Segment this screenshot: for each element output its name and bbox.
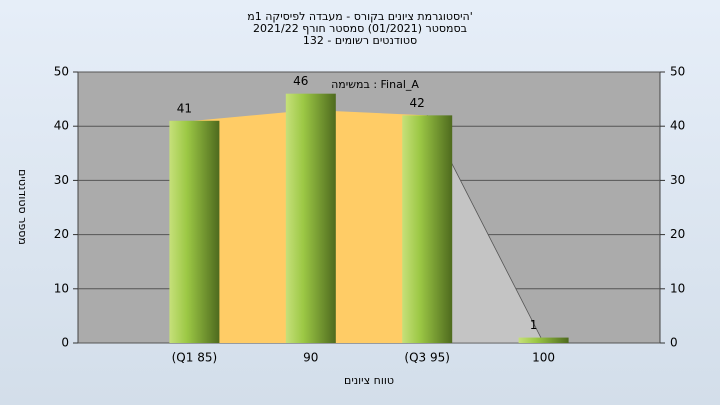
x-tick-label: 100 [532, 351, 555, 365]
x-axis-label: טווח ציונים [344, 374, 394, 387]
y-tick-label: 10 [54, 281, 69, 295]
y2-tick-label: 0 [670, 336, 678, 350]
y2-tick-label: 20 [670, 227, 685, 241]
y-tick-label: 50 [54, 65, 69, 79]
y2-tick-label: 30 [670, 173, 685, 187]
bar [169, 120, 220, 343]
bar [402, 115, 453, 343]
data-label: 41 [177, 101, 192, 115]
y2-tick-label: 50 [670, 65, 685, 79]
y2-tick-label: 10 [670, 281, 685, 295]
y-tick-label: 30 [54, 173, 69, 187]
y-tick-label: 20 [54, 227, 69, 241]
y2-tick-label: 40 [670, 119, 685, 133]
y-tick-label: 40 [54, 119, 69, 133]
x-tick-label: (Q3 95) [404, 351, 450, 365]
data-label: 46 [293, 74, 308, 88]
chart-title: בסמסטר (01/2021) סמסטר חורף 2021/22 [253, 22, 467, 35]
bar [518, 337, 569, 343]
chart-title: סטודנטים רשומים - 132 [303, 34, 417, 47]
y-axis-label: מספר סטודנטים [16, 169, 29, 245]
x-tick-label: 90 [303, 351, 318, 365]
data-label: 42 [410, 96, 425, 110]
bar [285, 93, 336, 344]
x-tick-label: (Q1 85) [172, 351, 218, 365]
data-label: 1 [530, 318, 538, 332]
annotation: במשימה : Final_A [331, 78, 419, 91]
y-tick-label: 0 [61, 336, 69, 350]
chart-title: 'היסטוגרמת ציונים בקורס - מעבדה לפיסיקה … [247, 10, 473, 23]
